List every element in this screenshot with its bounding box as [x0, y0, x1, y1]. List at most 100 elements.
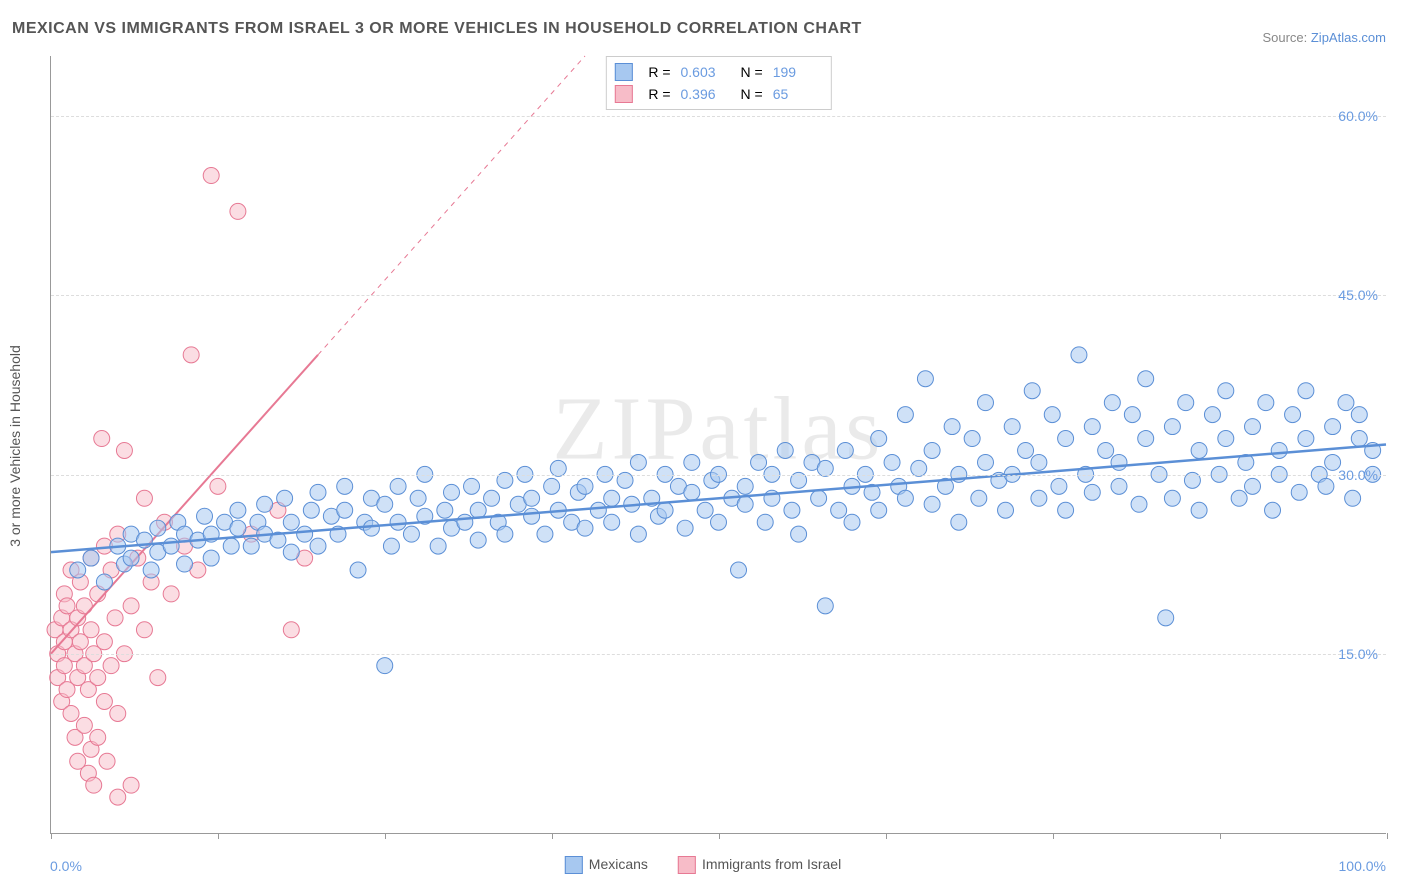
- data-point: [811, 490, 827, 506]
- data-point: [1051, 478, 1067, 494]
- correlation-legend-row: R =0.603N =199: [614, 61, 822, 83]
- legend-swatch: [614, 85, 632, 103]
- source-attribution: Source: ZipAtlas.com: [1262, 30, 1386, 45]
- data-point: [844, 514, 860, 530]
- data-point: [1345, 490, 1361, 506]
- data-point: [94, 431, 110, 447]
- data-point: [1245, 478, 1261, 494]
- x-tick: [1220, 833, 1221, 839]
- n-label: N =: [741, 64, 763, 80]
- source-link[interactable]: ZipAtlas.com: [1311, 30, 1386, 45]
- data-point: [230, 203, 246, 219]
- data-point: [684, 484, 700, 500]
- data-point: [470, 502, 486, 518]
- data-point: [96, 634, 112, 650]
- data-point: [817, 598, 833, 614]
- data-point: [96, 694, 112, 710]
- chart-title: MEXICAN VS IMMIGRANTS FROM ISRAEL 3 OR M…: [12, 20, 862, 38]
- data-point: [524, 490, 540, 506]
- data-point: [1258, 395, 1274, 411]
- data-point: [711, 514, 727, 530]
- y-tick-label: 30.0%: [1338, 467, 1378, 483]
- data-point: [1158, 610, 1174, 626]
- data-point: [897, 407, 913, 423]
- data-point: [897, 490, 913, 506]
- correlation-legend: R =0.603N =199R =0.396N =65: [605, 56, 831, 110]
- data-point: [444, 484, 460, 500]
- data-point: [951, 514, 967, 530]
- data-point: [537, 526, 553, 542]
- data-point: [377, 658, 393, 674]
- n-value: 199: [773, 64, 823, 80]
- chart-container: MEXICAN VS IMMIGRANTS FROM ISRAEL 3 OR M…: [0, 0, 1406, 892]
- data-point: [163, 586, 179, 602]
- data-point: [1004, 419, 1020, 435]
- data-point: [1178, 395, 1194, 411]
- data-point: [1018, 442, 1034, 458]
- data-point: [310, 484, 326, 500]
- data-point: [83, 622, 99, 638]
- data-point: [163, 538, 179, 554]
- data-point: [1071, 347, 1087, 363]
- data-point: [964, 431, 980, 447]
- data-point: [183, 347, 199, 363]
- data-point: [110, 705, 126, 721]
- gridline: [51, 295, 1386, 296]
- data-point: [577, 478, 593, 494]
- legend-swatch: [565, 856, 583, 874]
- data-point: [697, 502, 713, 518]
- data-point: [177, 556, 193, 572]
- data-point: [1164, 490, 1180, 506]
- data-point: [737, 496, 753, 512]
- data-point: [383, 538, 399, 554]
- legend-item: Mexicans: [565, 856, 648, 874]
- data-point: [831, 502, 847, 518]
- data-point: [677, 520, 693, 536]
- data-point: [1024, 383, 1040, 399]
- gridline: [51, 116, 1386, 117]
- data-point: [1131, 496, 1147, 512]
- data-point: [777, 442, 793, 458]
- data-point: [1318, 478, 1334, 494]
- x-axis-min-label: 0.0%: [50, 858, 82, 874]
- data-point: [657, 502, 673, 518]
- legend-item: Immigrants from Israel: [678, 856, 841, 874]
- data-point: [1138, 431, 1154, 447]
- data-point: [197, 508, 213, 524]
- data-point: [403, 526, 419, 542]
- data-point: [150, 520, 166, 536]
- data-point: [998, 502, 1014, 518]
- data-point: [1098, 442, 1114, 458]
- data-point: [944, 419, 960, 435]
- data-point: [303, 502, 319, 518]
- correlation-legend-row: R =0.396N =65: [614, 83, 822, 105]
- data-point: [257, 496, 273, 512]
- data-point: [1058, 502, 1074, 518]
- n-value: 65: [773, 86, 823, 102]
- data-point: [76, 717, 92, 733]
- gridline: [51, 475, 1386, 476]
- data-point: [150, 670, 166, 686]
- data-point: [430, 538, 446, 554]
- r-value: 0.603: [681, 64, 731, 80]
- data-point: [1218, 431, 1234, 447]
- x-tick: [552, 833, 553, 839]
- x-tick: [1387, 833, 1388, 839]
- data-point: [90, 670, 106, 686]
- data-point: [350, 562, 366, 578]
- data-point: [1298, 431, 1314, 447]
- data-point: [731, 562, 747, 578]
- data-point: [1164, 419, 1180, 435]
- data-point: [1111, 454, 1127, 470]
- data-point: [1058, 431, 1074, 447]
- data-point: [884, 454, 900, 470]
- data-point: [277, 490, 293, 506]
- data-point: [143, 562, 159, 578]
- x-tick: [51, 833, 52, 839]
- data-point: [223, 538, 239, 554]
- data-point: [1111, 478, 1127, 494]
- data-point: [337, 478, 353, 494]
- data-point: [1204, 407, 1220, 423]
- data-point: [737, 478, 753, 494]
- data-point: [96, 574, 112, 590]
